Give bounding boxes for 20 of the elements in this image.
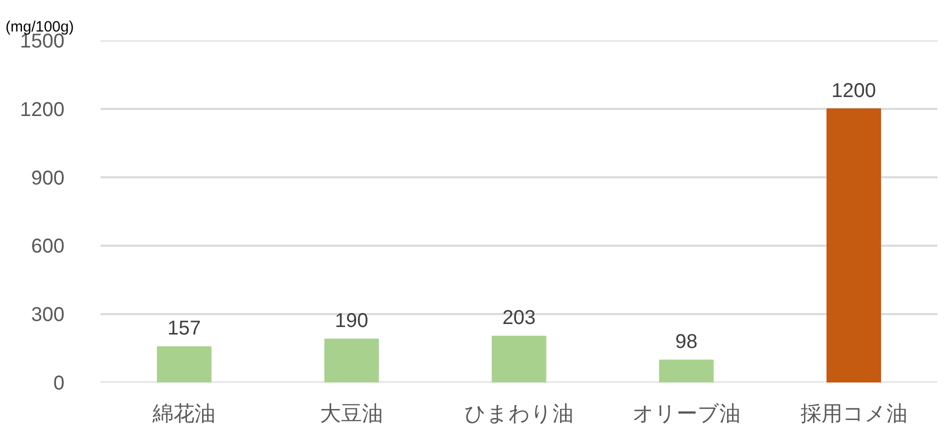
x-tick-label: オリーブ油	[632, 402, 740, 426]
bar	[492, 336, 546, 382]
bar	[156, 346, 212, 382]
x-tick-label: 採用コメ油	[800, 402, 908, 426]
bar	[659, 360, 714, 382]
data-label: 190	[334, 310, 368, 332]
y-tick-label: 600	[31, 236, 65, 258]
y-tick-label: 300	[31, 304, 65, 326]
y-tick-label: 0	[53, 372, 64, 394]
y-tick-label: 900	[31, 167, 65, 190]
x-tick-label: 大豆油	[320, 402, 384, 426]
data-label: 1200	[832, 80, 876, 102]
bar	[826, 108, 882, 382]
x-tick-label: ひまわり油	[464, 402, 574, 426]
data-label: 203	[502, 307, 536, 330]
data-label: 157	[168, 318, 201, 340]
bar	[324, 338, 379, 382]
x-tick-label: 綿花油	[152, 402, 216, 426]
data-label: 98	[675, 331, 698, 354]
y-tick-label: 1200	[20, 98, 65, 121]
